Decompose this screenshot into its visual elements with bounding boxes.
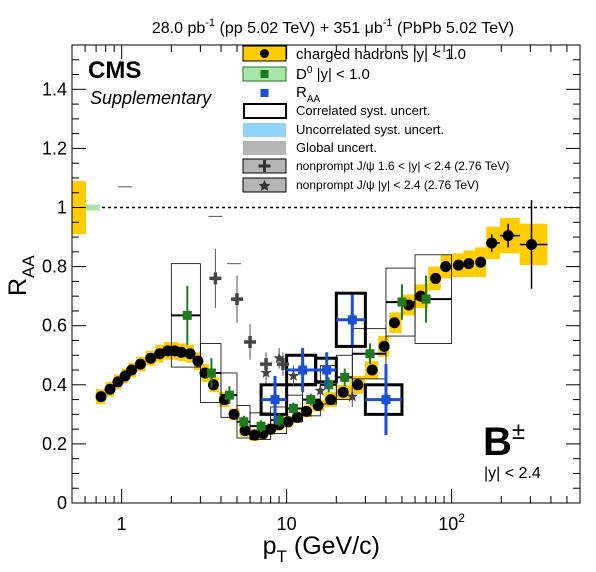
b-meson-point — [381, 395, 391, 405]
b-meson-point — [347, 315, 357, 325]
d0-points — [171, 275, 452, 433]
rapidity-label: |y| < 2.4 — [484, 465, 541, 482]
d0-point — [239, 417, 249, 427]
x-tick-label: 102 — [438, 511, 465, 534]
charged-hadron-point — [239, 425, 251, 437]
y-axis-title: RAA — [4, 255, 38, 296]
svg-text:nonprompt J/ψ |y| < 2.4 (2.76: nonprompt J/ψ |y| < 2.4 (2.76 TeV) — [296, 178, 479, 192]
charged-hadron-point — [184, 348, 196, 360]
svg-text:RAA: RAA — [296, 84, 321, 105]
charged-hadron-point — [463, 258, 475, 270]
b-meson-points — [261, 294, 402, 436]
charged-hadron-point — [291, 411, 303, 423]
charged-hadron-point — [228, 408, 240, 420]
x-tick-label: 10 — [277, 514, 297, 534]
charged-hadron-point — [126, 364, 138, 376]
cms-label: CMS — [88, 57, 141, 84]
b-meson-point — [298, 365, 308, 375]
jpsi-inclusive-point — [287, 369, 300, 381]
charged-hadron-point — [145, 352, 157, 364]
d0-point — [421, 294, 431, 304]
d0-point — [306, 395, 316, 405]
y-tick-label: 0.2 — [42, 434, 67, 454]
charged-hadron-point — [301, 405, 313, 417]
charged-hadron-point — [192, 355, 204, 367]
charged-hadron-points — [95, 200, 548, 441]
legend-item-d0: D0 |y| < 1.0 — [242, 65, 370, 83]
charged-hadron-point — [282, 416, 294, 428]
d0-point — [182, 310, 192, 320]
jpsi-inclusive-point — [260, 367, 272, 378]
legend: charged hadrons |y| < 1.0 D0 |y| < 1.0 R… — [242, 45, 509, 193]
charged-hadron-point — [337, 386, 349, 398]
y-tick-label: 1.4 — [42, 79, 67, 99]
jpsi-inclusive-point — [314, 384, 326, 396]
charged-hadron-point — [452, 259, 464, 271]
jpsi-points — [209, 248, 358, 407]
y-tick-label: 0.4 — [42, 375, 67, 395]
y-tick-label: 0 — [57, 493, 67, 513]
legend-item-global: Global uncert. — [243, 140, 377, 155]
svg-text:Uncorrelated syst. uncert.: Uncorrelated syst. uncert. — [296, 122, 444, 137]
charged-hadron-point — [486, 237, 498, 249]
legend-item-correlated-syst: Correlated syst. uncert. — [243, 103, 430, 119]
y-tick-label: 1 — [57, 198, 67, 218]
charged-hadron-point — [134, 358, 146, 370]
charged-hadron-point — [388, 317, 400, 329]
d0-point — [256, 421, 266, 431]
luminosity-header: 28.0 pb-1 (pp 5.02 TeV) + 351 μb-1 (PbPb… — [152, 17, 514, 37]
y-tick-label: 0.6 — [42, 316, 67, 336]
charged-hadron-point — [502, 230, 514, 242]
d0-point — [274, 415, 284, 425]
d0-point — [365, 349, 375, 359]
charged-hadron-point — [352, 379, 364, 391]
particle-label: B± — [483, 418, 525, 464]
charged-hadron-point — [95, 391, 107, 403]
jpsi-forward-point — [230, 293, 243, 306]
plot-frame — [71, 44, 581, 504]
charged-hadron-point — [378, 340, 390, 352]
svg-text:D0 |y| < 1.0: D0 |y| < 1.0 — [296, 65, 370, 83]
jpsi-forward-point — [209, 272, 222, 285]
charged-hadron-point — [526, 238, 538, 250]
x-axis-title: pT (GeV/c) — [263, 532, 380, 566]
charged-hadron-point — [366, 364, 378, 376]
y-tick-label: 0.8 — [42, 257, 67, 277]
d0-point — [224, 390, 234, 400]
charged-hadron-point — [440, 261, 452, 273]
svg-text:nonprompt J/ψ 1.6 < |y| < 2.4: nonprompt J/ψ 1.6 < |y| < 2.4 (2.76 TeV) — [296, 159, 509, 173]
jpsi-forward-point — [244, 335, 257, 348]
svg-text:Correlated syst. uncert.: Correlated syst. uncert. — [296, 103, 430, 118]
svg-text:Global uncert.: Global uncert. — [296, 140, 377, 155]
legend-item-raa: RAA — [260, 84, 321, 105]
axes: 0 0.2 0.4 0.6 0.8 1 1.2 1.4 1 10 102 — [42, 45, 581, 534]
x-tick-label: 1 — [117, 514, 127, 534]
supplementary-label: Supplementary — [90, 88, 212, 108]
d0-point — [324, 380, 334, 390]
charged-hadron-point — [325, 394, 337, 406]
d0-point — [288, 403, 298, 413]
svg-text:charged hadrons |y| < 1.0: charged hadrons |y| < 1.0 — [296, 46, 466, 63]
legend-item-jpsi-inclusive: nonprompt J/ψ |y| < 2.4 (2.76 TeV) — [242, 177, 479, 193]
jpsi-inclusive-point — [273, 352, 285, 364]
charged-hadron-point — [475, 256, 487, 268]
global-box-d0 — [86, 204, 100, 211]
legend-item-uncorrelated-syst: Uncorrelated syst. uncert. — [243, 122, 444, 137]
d0-point — [206, 368, 216, 378]
d0-point — [340, 372, 350, 382]
legend-item-charged-hadrons: charged hadrons |y| < 1.0 — [242, 45, 466, 63]
charged-hadron-point — [430, 272, 442, 284]
charged-hadron-point — [175, 346, 187, 358]
charged-hadron-point — [312, 399, 324, 411]
y-tick-label: 1.2 — [42, 138, 67, 158]
b-meson-point — [270, 395, 280, 405]
charged-hadron-point — [207, 379, 219, 391]
charged-hadron-point — [104, 383, 116, 395]
jpsi-inclusive-point — [346, 390, 358, 402]
legend-item-jpsi-forward: nonprompt J/ψ 1.6 < |y| < 2.4 (2.76 TeV) — [242, 158, 509, 174]
b-meson-point — [322, 365, 332, 375]
charged-hadron-point — [249, 429, 261, 441]
d0-point — [397, 297, 407, 307]
